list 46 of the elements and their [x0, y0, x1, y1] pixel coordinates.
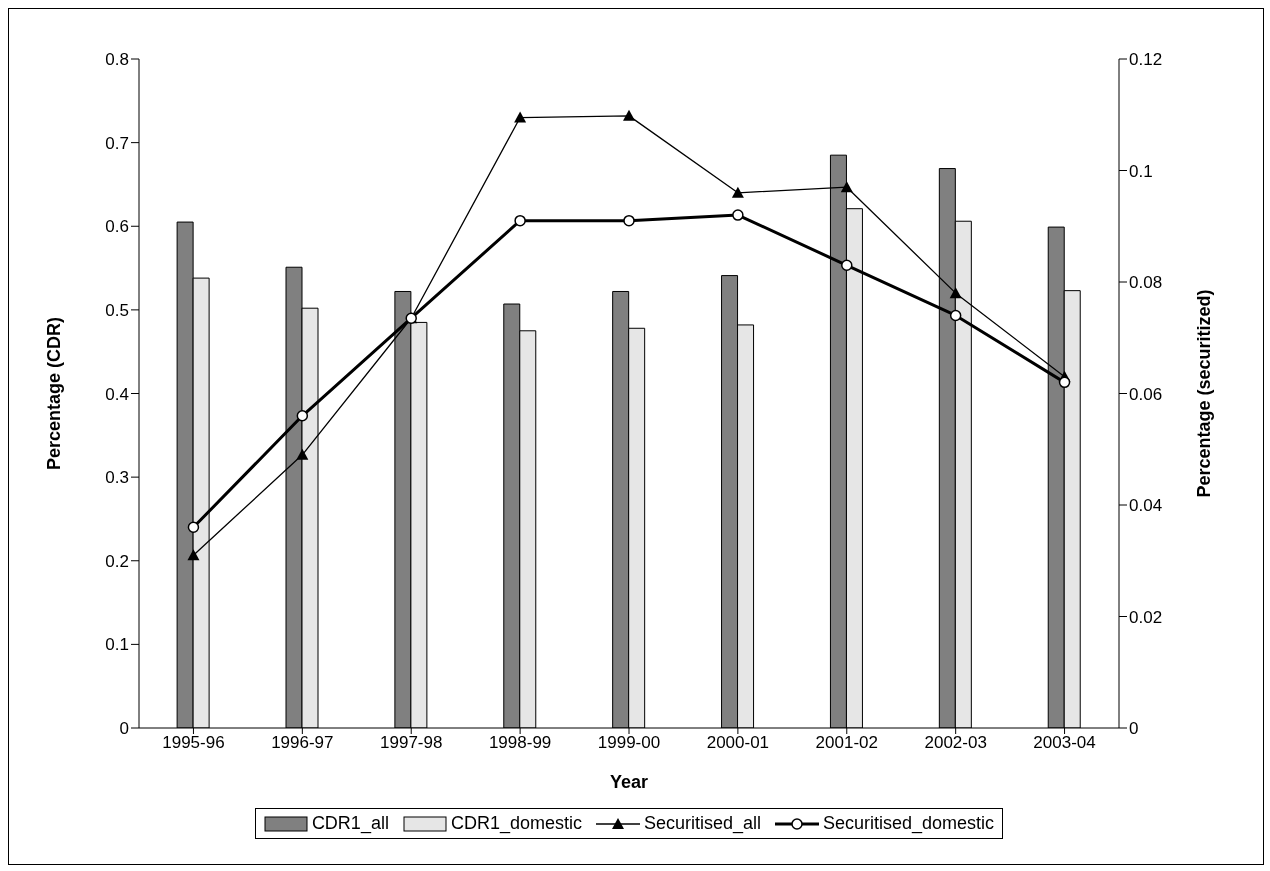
legend-label: Securitised_domestic	[823, 813, 995, 834]
y2-tick-label: 0.04	[1129, 496, 1163, 516]
x-tick-label: 1996-97	[271, 733, 334, 753]
x-tick-label: 1997-98	[380, 733, 443, 753]
point	[840, 181, 853, 193]
legend-label: Securitised_all	[643, 813, 762, 834]
legend-label: CDR1_domestic	[450, 813, 582, 834]
y-tick-label: 0.3	[105, 468, 129, 488]
x-axis-title: Year	[609, 772, 649, 792]
point	[296, 410, 309, 422]
y2-tick-label: 0.1	[1129, 161, 1153, 181]
x-tick-label: 2001-02	[815, 733, 878, 753]
point	[514, 111, 527, 123]
y-tick-label: 0.7	[105, 133, 129, 153]
y-tick-label: 0.4	[105, 384, 129, 404]
y-tick-label: 0.5	[105, 300, 129, 320]
point	[949, 309, 962, 322]
point	[187, 521, 200, 534]
y2-tick-label: 0.08	[1129, 273, 1163, 293]
y2-tick-label: 0.06	[1129, 384, 1163, 404]
point	[841, 259, 853, 272]
y2-axis-title: Percentage (securitized)	[1194, 289, 1215, 498]
point	[623, 214, 635, 227]
point	[731, 186, 744, 198]
x-tick-label: 1999-00	[597, 733, 661, 753]
y-tick-label: 0.8	[105, 50, 129, 70]
y-tick-label: 0.2	[105, 551, 129, 571]
point	[623, 109, 635, 121]
x-tick-label: 2000-01	[706, 733, 770, 753]
point	[514, 214, 526, 227]
x-tick-label: 1995-96	[162, 733, 225, 753]
y-tick-label: 0.6	[105, 217, 129, 237]
legend-label: CDR1_all	[311, 813, 389, 834]
point	[732, 209, 744, 221]
x-tick-label: 1998-99	[488, 733, 552, 753]
y-tick-label: 0	[119, 719, 129, 739]
point	[949, 287, 962, 299]
y-tick-label: 0.1	[105, 635, 129, 655]
y-axis-title: Percentage (CDR)	[44, 316, 65, 471]
y2-tick-label: 0.02	[1129, 607, 1163, 627]
y2-tick-label: 0	[1129, 719, 1139, 739]
x-tick-label: 2003-04	[1033, 733, 1096, 753]
point	[296, 448, 309, 460]
x-tick-label: 2002-03	[924, 733, 987, 753]
point	[187, 549, 200, 561]
y2-tick-label: 0.12	[1129, 50, 1163, 70]
